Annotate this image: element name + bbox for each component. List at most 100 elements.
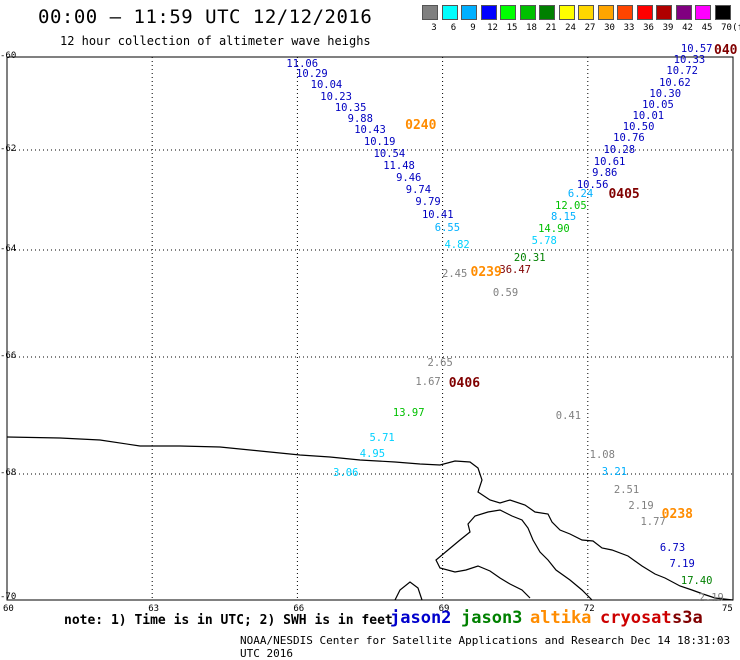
wave-height-value: 7.19	[669, 557, 695, 570]
legend-swatch	[617, 5, 633, 20]
wave-height-value: 0.41	[555, 409, 582, 422]
wave-height-value: 14.90	[538, 222, 570, 235]
lon-label: 66	[293, 604, 305, 614]
legend-swatch	[656, 5, 672, 20]
lat-label: -62	[0, 144, 17, 154]
satellite-legend-altika: altika	[530, 608, 592, 628]
wave-height-value: 6.24	[567, 187, 594, 200]
lat-label: -68	[0, 468, 17, 478]
lon-label: 75	[722, 604, 733, 614]
legend-swatch	[675, 5, 692, 20]
legend-swatch	[695, 5, 711, 20]
satellite-legend-s3a: s3a	[672, 608, 703, 628]
wave-height-value: 3.21	[601, 465, 628, 478]
wave-height-value: 6.55	[434, 221, 461, 234]
wave-height-value: 3.06	[333, 466, 359, 479]
legend-tick: 36	[643, 23, 654, 33]
wave-height-value: 8.15	[550, 210, 577, 223]
legend-tick: 6	[450, 23, 457, 33]
wave-height-value: 10.33	[673, 54, 706, 67]
legend-swatch	[578, 5, 594, 20]
legend-tick: 24	[565, 23, 576, 33]
pass-time-label: 0239	[470, 265, 502, 281]
wave-height-value: 4.82	[444, 239, 470, 251]
legend-swatch	[636, 5, 653, 20]
legend-swatch	[500, 5, 516, 20]
lon-label: 69	[438, 604, 450, 614]
wave-height-value: 1.77	[640, 515, 666, 528]
wave-height-value: 10.35	[334, 102, 367, 115]
legend-swatch	[539, 5, 555, 20]
legend-swatch	[597, 5, 614, 20]
lat-label: -66	[0, 351, 17, 361]
map-subtitle: 12 hour collection of altimeter wave hei…	[60, 34, 371, 48]
wave-height-value: 10.23	[320, 90, 352, 103]
legend-swatch	[422, 5, 438, 20]
wave-height-value: 11.48	[383, 160, 415, 172]
wave-height-value: 11.06	[286, 57, 319, 70]
wave-height-value: 6.73	[659, 542, 686, 555]
legend-tick: 12	[487, 23, 498, 33]
wave-height-value: 10.04	[310, 78, 343, 91]
wave-height-value: 10.76	[613, 132, 645, 145]
pass-time-label: 0405	[608, 187, 640, 202]
wave-height-value: 10.61	[593, 155, 626, 168]
wave-height-value: 2.19	[698, 592, 724, 604]
wave-height-value: 10.28	[603, 143, 636, 156]
legend-swatch	[519, 5, 536, 20]
wave-height-value: 13.97	[392, 406, 425, 419]
wave-height-value: 20.31	[513, 252, 546, 265]
lat-label: -64	[0, 244, 17, 254]
wave-height-value: 1.08	[589, 448, 615, 461]
legend-tick: 42	[682, 23, 693, 33]
wave-height-value: 5.71	[369, 431, 395, 444]
legend-tick: 9	[470, 23, 476, 33]
wave-height-value: 2.65	[427, 357, 453, 370]
wave-height-value: 9.86	[592, 166, 618, 179]
wave-height-value: 10.41	[421, 208, 454, 221]
wave-height-value: 10.57	[680, 43, 713, 56]
wave-height-value: 17.40	[680, 574, 713, 587]
wave-height-value: 12.05	[555, 199, 587, 212]
footer-note: note: 1) Time is in UTC; 2) SWH is in fe…	[64, 613, 393, 628]
wave-height-value: 10.05	[642, 98, 674, 111]
satellite-legend-cryosat: cryosat	[600, 608, 672, 628]
legend-tick: 39	[662, 23, 674, 33]
wave-height-value: 2.51	[613, 483, 640, 496]
pass-time-label: 0406	[448, 375, 481, 391]
lat-label: -70	[0, 592, 17, 602]
lat-label: -60	[0, 51, 17, 61]
pass-time-label: 0238	[661, 506, 693, 522]
ice-shelf-outline	[435, 509, 593, 601]
pass-time-label: 0240	[405, 118, 437, 134]
wave-height-value: 1.67	[415, 375, 441, 388]
wave-height-value: 10.19	[363, 136, 396, 149]
coastline	[6, 436, 734, 601]
legend-tick: 33	[623, 23, 635, 33]
wave-height-value: 10.30	[649, 87, 682, 100]
wave-height-value: 2.45	[442, 268, 468, 281]
legend-unit: (ft)	[732, 23, 740, 33]
wave-height-value: 4.95	[359, 448, 386, 461]
legend-swatch	[461, 5, 477, 20]
legend-tick: 70	[721, 23, 732, 33]
legend-tick: 30	[604, 23, 615, 33]
wave-height-value: 9.46	[396, 172, 422, 184]
lon-label: 72	[583, 604, 595, 614]
legend-swatch	[480, 5, 497, 20]
legend-tick: 15	[506, 23, 518, 33]
lon-label: 63	[148, 604, 160, 614]
wave-height-value: 10.01	[632, 110, 665, 123]
wave-height-value: 36.47	[499, 264, 531, 277]
wave-height-value: 2.19	[628, 499, 654, 512]
legend-tick: 45	[701, 23, 713, 33]
credit-line: NOAA/NESDIS Center for Satellite Applica…	[240, 634, 731, 660]
wave-height-value: 10.43	[354, 124, 386, 136]
map-title: 00:00 – 11:59 UTC 12/12/2016	[38, 6, 373, 28]
wave-height-value: 10.72	[666, 65, 698, 78]
wave-height-value: 10.62	[659, 76, 691, 89]
wave-height-value: 9.74	[405, 184, 432, 196]
legend-tick: 27	[584, 23, 596, 33]
legend-swatch	[558, 5, 575, 20]
